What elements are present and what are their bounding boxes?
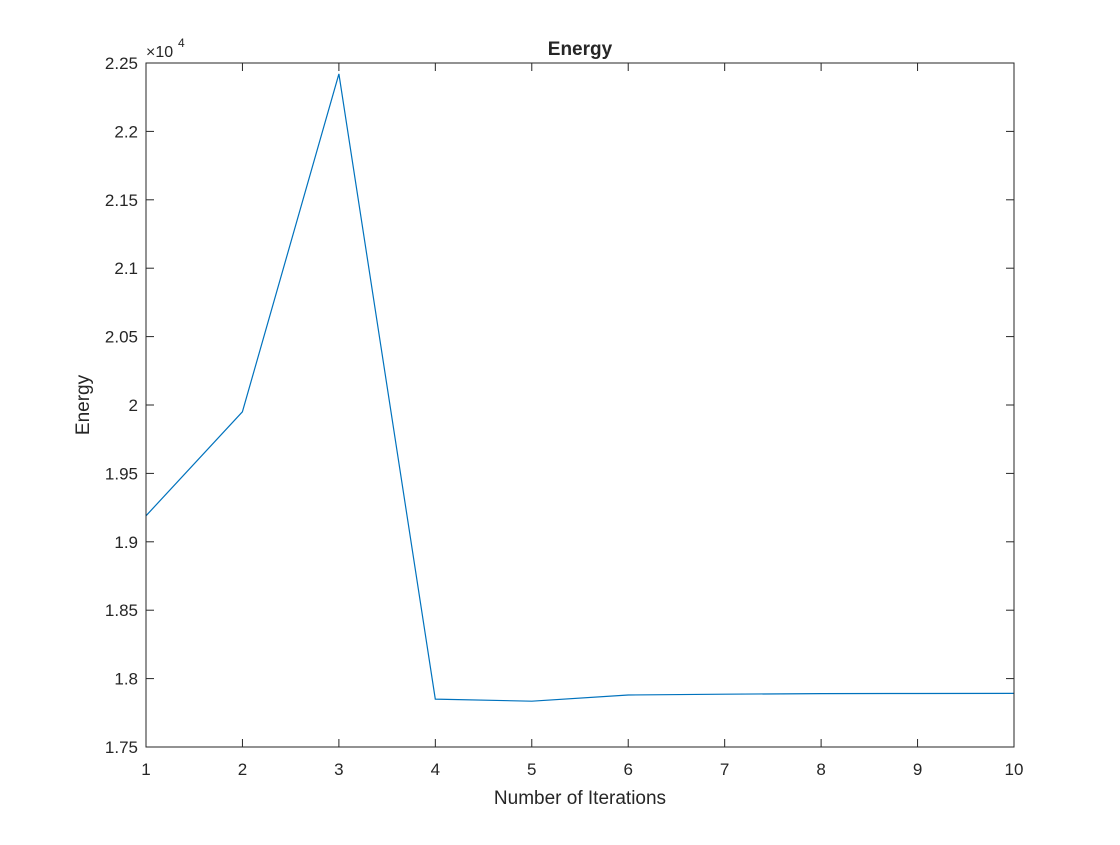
y-exponent-base: ×10 (146, 44, 173, 61)
y-tick-label: 2 (129, 396, 138, 415)
axes-box (145, 62, 1015, 748)
y-tick-label: 2.2 (114, 122, 138, 141)
energy-series-line (145, 73, 1015, 702)
y-tick-label: 2.05 (105, 328, 138, 347)
y-tick-label: 2.15 (105, 191, 138, 210)
y-tick-label: 1.85 (105, 601, 138, 620)
x-tick-label: 2 (238, 760, 247, 779)
y-tick-label: 2.1 (114, 259, 138, 278)
x-tick-label: 10 (1005, 760, 1024, 779)
x-tick-label: 3 (334, 760, 343, 779)
y-exponent-power: 4 (178, 36, 185, 50)
x-tick-label: 7 (720, 760, 729, 779)
chart-title: Energy (548, 39, 613, 60)
x-tick-label: 4 (431, 760, 440, 779)
y-tick-label: 1.95 (105, 464, 138, 483)
y-tick-label: 1.9 (114, 533, 138, 552)
x-axis-label: Number of Iterations (494, 788, 666, 809)
x-tick-label: 6 (623, 760, 632, 779)
y-tick-label: 1.8 (114, 670, 138, 689)
x-tick-label: 1 (141, 760, 150, 779)
x-tick-label: 8 (816, 760, 825, 779)
y-tick-label: 1.75 (105, 738, 138, 757)
y-axis-label: Energy (73, 374, 94, 435)
y-tick-label: 2.25 (105, 54, 138, 73)
x-tick-label: 9 (913, 760, 922, 779)
x-tick-label: 5 (527, 760, 536, 779)
